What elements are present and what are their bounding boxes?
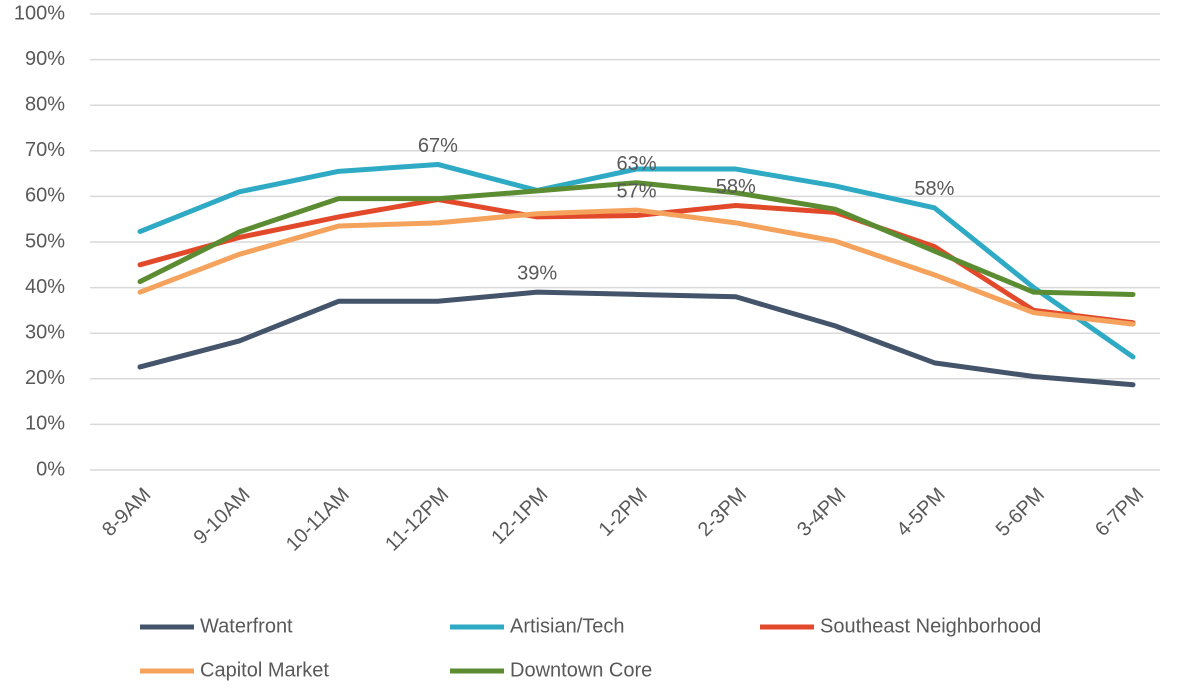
data-label: 39%	[517, 262, 557, 284]
series-line	[137, 289, 1136, 388]
x-tick-label: 1-2PM	[595, 484, 652, 541]
data-label: 67%	[418, 135, 458, 157]
legend-label: Downtown Core	[510, 659, 652, 681]
y-tick-label: 80%	[25, 93, 65, 115]
x-tick-label: 9-10AM	[189, 484, 254, 549]
data-label: 57%	[616, 180, 656, 202]
x-tick-label: 6-7PM	[1091, 484, 1148, 541]
series-line	[137, 197, 1136, 326]
y-tick-label: 0%	[36, 458, 65, 480]
data-label: 63%	[616, 153, 656, 175]
x-tick-label: 5-6PM	[992, 484, 1049, 541]
legend-label: Artisian/Tech	[510, 615, 625, 637]
x-tick-label: 11-12PM	[381, 484, 453, 556]
legend-label: Capitol Market	[200, 659, 329, 681]
series-line	[137, 180, 1136, 297]
y-tick-label: 40%	[25, 276, 65, 298]
x-tick-label: 3-4PM	[793, 484, 850, 541]
y-tick-label: 70%	[25, 139, 65, 161]
x-tick-label: 4-5PM	[892, 484, 949, 541]
y-tick-label: 100%	[14, 2, 65, 24]
x-tick-label: 12-1PM	[487, 484, 552, 549]
data-label: 58%	[914, 178, 954, 200]
series-line	[137, 161, 1136, 360]
series-line	[137, 207, 1136, 327]
y-tick-label: 20%	[25, 367, 65, 389]
y-tick-label: 90%	[25, 48, 65, 70]
legend-label: Southeast Neighborhood	[820, 615, 1041, 637]
y-tick-label: 30%	[25, 321, 65, 343]
y-tick-label: 50%	[25, 230, 65, 252]
x-tick-label: 10-11AM	[282, 484, 354, 556]
legend-label: Waterfront	[200, 615, 293, 637]
y-tick-label: 10%	[25, 413, 65, 435]
x-tick-label: 2-3PM	[694, 484, 751, 541]
data-label: 58%	[716, 176, 756, 198]
y-tick-label: 60%	[25, 185, 65, 207]
x-tick-label: 8-9AM	[98, 484, 155, 541]
